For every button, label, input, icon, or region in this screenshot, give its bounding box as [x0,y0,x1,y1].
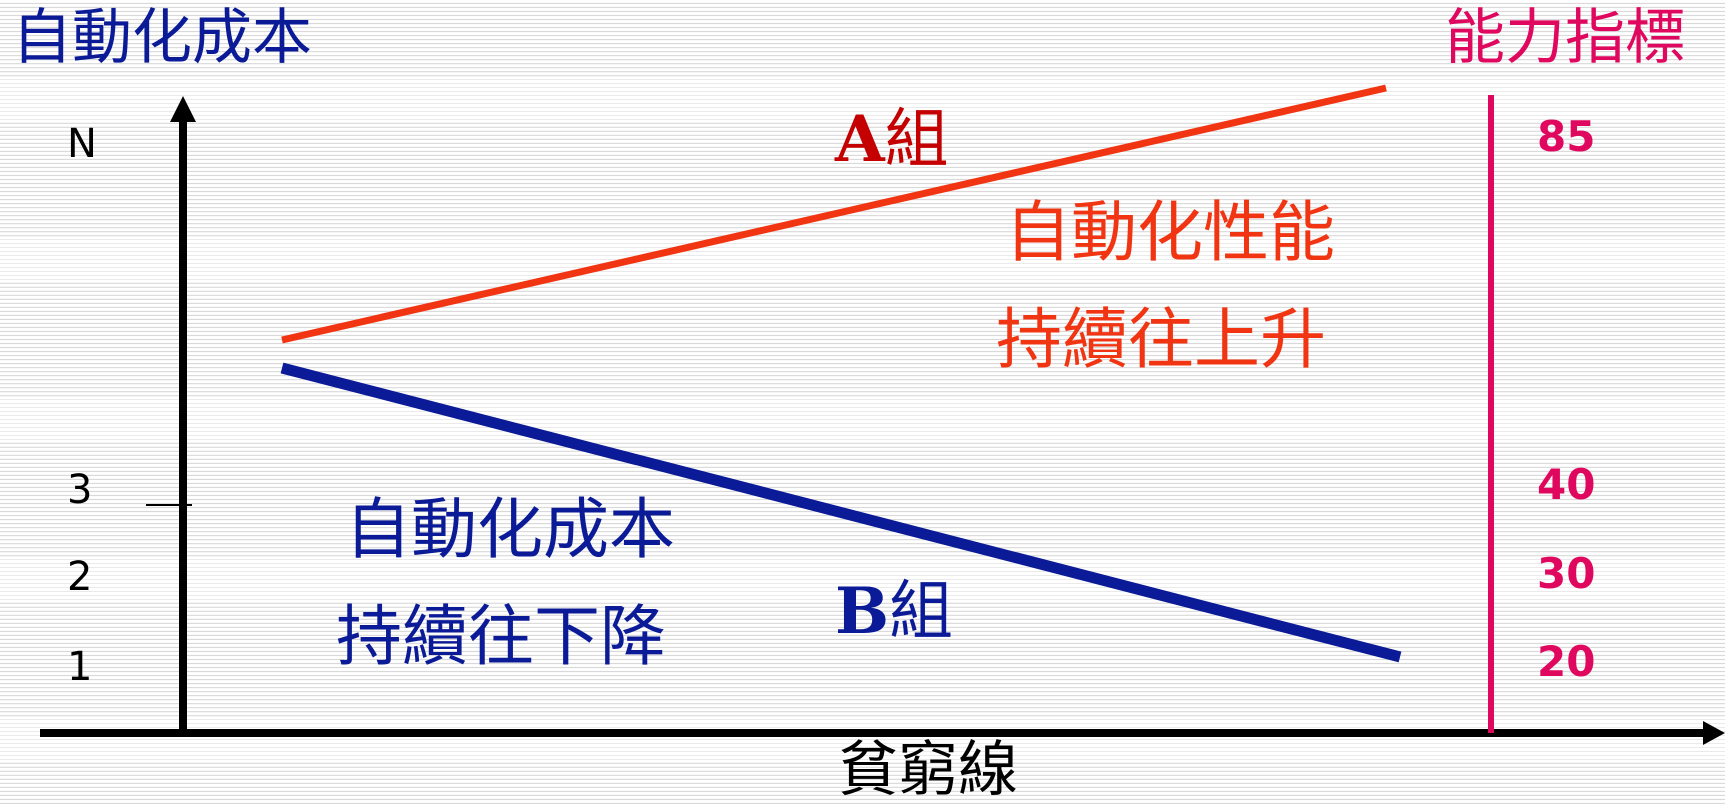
poverty-line-label: 貧窮線 [838,735,1018,805]
group-a-line [281,84,1387,344]
capability-value-85: 85 [1537,112,1596,161]
y-tick-1: 1 [67,644,93,690]
group-b-line [280,362,1402,663]
title-capability-index: 能力指標 [1445,3,1685,73]
group-b-label: B組 [835,580,953,645]
y-tick-n: N [67,121,97,167]
cost-caption-line2: 持續往下降 [336,598,666,675]
performance-caption-line2: 持續往上升 [996,301,1326,378]
capability-value-30: 30 [1537,549,1596,598]
cost-caption-line1: 自動化成本 [345,491,675,568]
group-a-label: A組 [835,108,949,173]
y-axis-arrowhead [170,96,196,122]
group-a-letter: A [835,102,885,177]
y-tick-3: 3 [67,467,93,513]
capability-value-40: 40 [1537,460,1596,509]
group-b-suffix: 組 [889,575,954,649]
capability-value-20: 20 [1537,637,1596,686]
group-a-suffix: 組 [884,103,949,177]
title-automation-cost: 自動化成本 [12,3,312,73]
x-axis-arrowhead [1703,721,1725,745]
performance-caption-line1: 自動化性能 [1005,194,1335,271]
group-b-letter: B [835,574,890,649]
y-tick-2: 2 [67,554,93,600]
